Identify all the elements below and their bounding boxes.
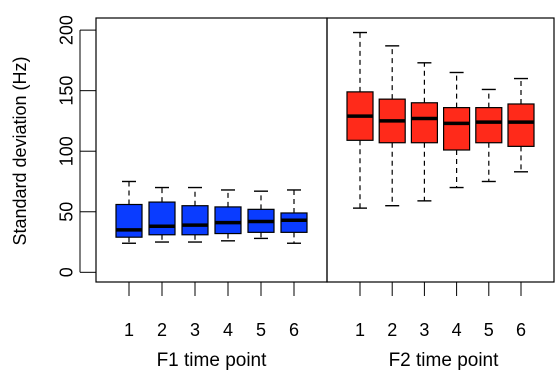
box	[507, 77, 535, 173]
x-tick-label: 5	[484, 320, 494, 340]
box	[378, 45, 406, 207]
x-tick-label: 4	[223, 320, 233, 340]
x-tick-label: 1	[355, 320, 365, 340]
box-body	[410, 102, 438, 144]
x-tick-label: 5	[256, 320, 266, 340]
box-body	[507, 103, 535, 147]
x-tick-label: 6	[516, 320, 526, 340]
panel-f2: 1 2 3 4 5 6 F2 time point	[326, 17, 555, 371]
panel-frame	[326, 17, 555, 283]
x-axis-label: F1 time point	[157, 350, 268, 371]
x-tick-label: 2	[157, 320, 167, 340]
y-tick-label: 50	[56, 202, 76, 222]
box	[148, 186, 176, 243]
x-axis-label: F2 time point	[389, 350, 500, 371]
x-tick-label: 3	[190, 320, 200, 340]
panel-f1: 1 2 3 4 5 6 F1 time point	[95, 17, 328, 371]
box	[475, 88, 503, 183]
box	[443, 71, 471, 189]
y-tick-label: 0	[56, 267, 76, 277]
box-body	[214, 206, 242, 235]
y-tick-label: 100	[56, 136, 76, 166]
plot-panels: 1 2 3 4 5 6 F1 time point 1 2 3 4 5 6 F2 time point	[95, 17, 555, 371]
box	[346, 31, 374, 209]
y-axis-label: Standard deviation (Hz)	[10, 56, 30, 245]
box	[214, 189, 242, 242]
box	[181, 186, 209, 243]
box-body	[475, 107, 503, 144]
x-tick-label: 6	[289, 320, 299, 340]
y-tick-label: 150	[56, 76, 76, 106]
y-axis: 0 50 100 150 200	[56, 15, 96, 277]
x-tick-label: 1	[124, 320, 134, 340]
panel-frame	[95, 17, 328, 283]
box	[280, 189, 308, 244]
box-body	[115, 203, 143, 238]
box-body	[280, 212, 308, 233]
y-tick-label: 200	[56, 15, 76, 45]
box	[247, 190, 275, 240]
box	[410, 62, 438, 202]
x-tick-label: 4	[452, 320, 462, 340]
x-tick-label: 2	[387, 320, 397, 340]
x-tick-label: 3	[419, 320, 429, 340]
box-body	[443, 107, 471, 151]
box-body	[181, 205, 209, 236]
box	[115, 180, 143, 244]
box-body	[148, 201, 176, 236]
